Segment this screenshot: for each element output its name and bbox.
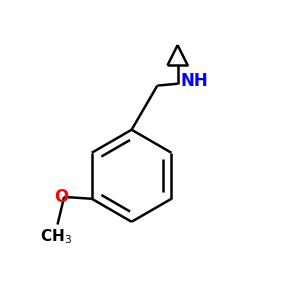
Text: O: O <box>54 188 69 206</box>
Text: NH: NH <box>181 72 208 90</box>
Text: CH$_3$: CH$_3$ <box>40 227 72 246</box>
